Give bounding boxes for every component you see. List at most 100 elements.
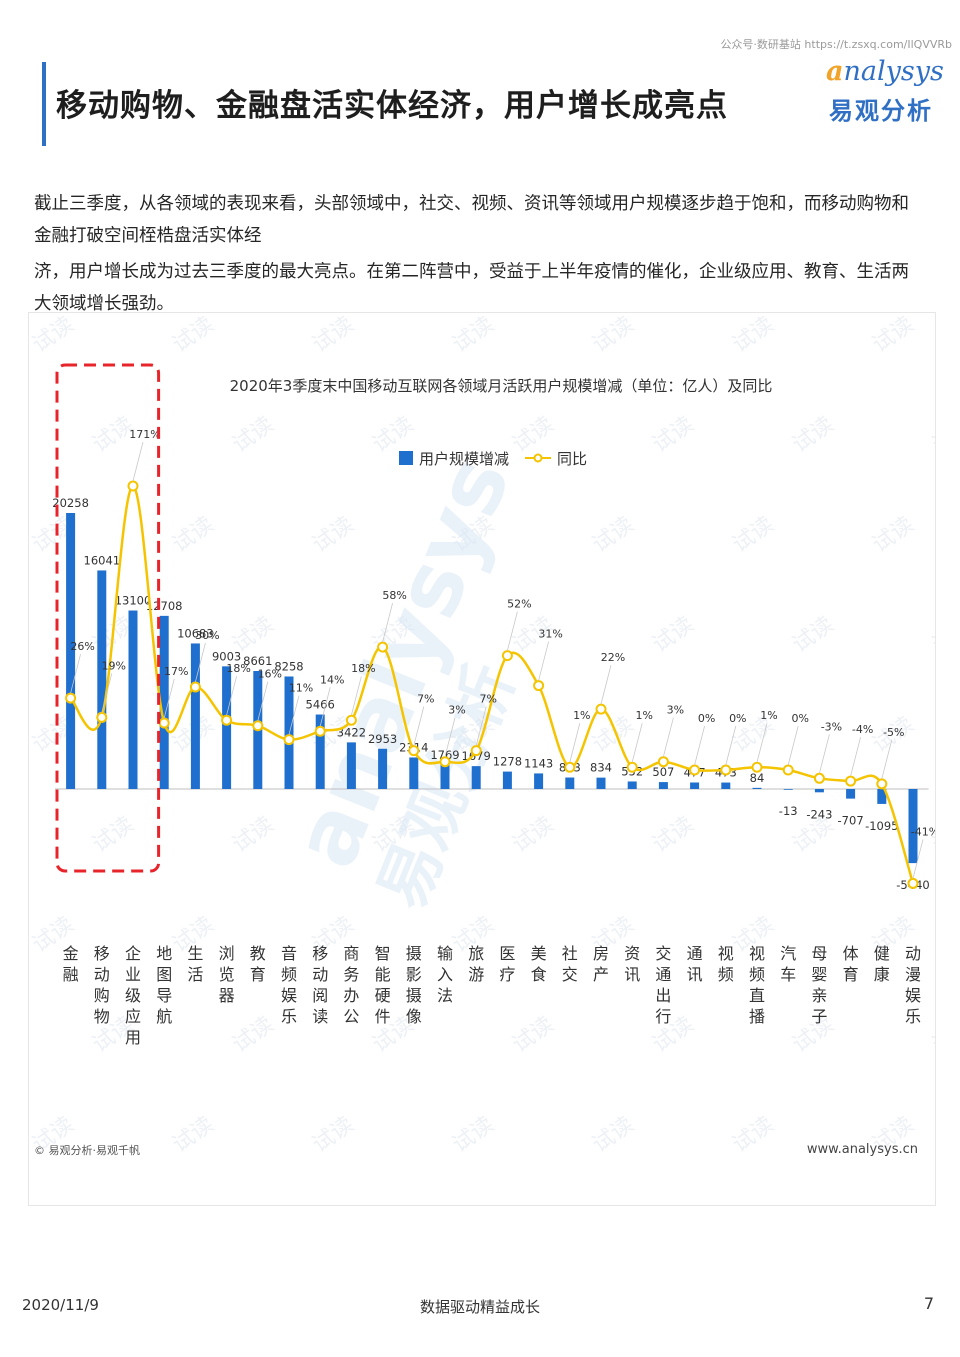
yoy-leader [756, 723, 768, 763]
category-label-char: 医 [499, 944, 515, 963]
category-label-char: 直 [749, 986, 765, 1005]
category-label-char: 影 [406, 965, 422, 984]
bar [658, 782, 668, 789]
watermark-tile: 试读 [648, 412, 698, 458]
category-label-char: 食 [531, 965, 547, 984]
yoy-leader [912, 839, 924, 879]
category-label-char: 交 [562, 965, 578, 984]
website-link[interactable]: www.analysys.cn [806, 1142, 918, 1157]
yoy-label: 31% [538, 628, 562, 641]
bar-value-label: 16041 [84, 553, 121, 567]
yoy-label: 16% [258, 668, 282, 681]
highlight-box [55, 363, 161, 873]
yoy-point [626, 761, 638, 773]
yoy-label: 22% [601, 651, 625, 664]
category-label-char: 通 [655, 965, 671, 984]
category-label-char: 资 [624, 944, 640, 963]
bar [502, 771, 512, 789]
yoy-leader [351, 676, 362, 716]
bar [222, 666, 232, 789]
category-label-char: 读 [312, 1007, 328, 1026]
category-label-char: 通 [687, 944, 703, 963]
bar [97, 570, 107, 789]
category-label-char: 金 [63, 944, 79, 963]
watermark-tile: 试读 [228, 412, 278, 458]
category-label-char: 汽 [780, 944, 796, 963]
yoy-label: 0% [791, 712, 808, 725]
bar-value-label: 12708 [146, 599, 183, 613]
watermark-tile: 试读 [648, 612, 698, 658]
yoy-leader [288, 695, 300, 735]
yoy-point [470, 745, 482, 757]
category-label-char: 能 [375, 965, 391, 984]
bar [908, 789, 918, 864]
category-label-char: 康 [874, 965, 890, 984]
yoy-leader [319, 687, 331, 727]
yoy-point [501, 650, 513, 662]
category-label-char: 视 [718, 944, 734, 963]
category-label-char: 交 [655, 944, 671, 963]
bar [315, 714, 325, 789]
watermark-tile: 试读 [308, 512, 358, 558]
bar [627, 781, 637, 789]
category-label-char: 体 [843, 944, 859, 963]
bar [596, 777, 606, 789]
category-label-char: 图 [156, 965, 172, 984]
category-label-char: 智 [375, 944, 391, 963]
yoy-point [408, 745, 420, 757]
yoy-leader [257, 681, 269, 721]
yoy-point [189, 681, 201, 693]
category-label-char: 视 [749, 944, 765, 963]
yoy-leader [569, 723, 581, 763]
chart-panel: 试读 试读 试读 试读 试读 试读 试读 试读 试读 试读 试读 试读 试读 试读 试读 试读 试读 试读 试读 试读… [28, 312, 936, 1206]
yoy-leader [382, 602, 393, 643]
category-label-char: 应 [125, 1007, 141, 1026]
yoy-point [657, 756, 669, 768]
category-label-char: 办 [343, 986, 359, 1005]
category-label-char: 购 [94, 986, 110, 1005]
yoy-label: -5% [883, 726, 904, 739]
yoy-point [845, 775, 857, 787]
bar [440, 764, 450, 789]
yoy-label: 3% [667, 704, 684, 717]
yoy-leader [819, 734, 830, 774]
bar [783, 789, 793, 790]
yoy-label: 0% [729, 712, 746, 725]
watermark-tile: 试读 [728, 313, 778, 358]
watermark-tile: 试读 [508, 1012, 558, 1058]
watermark-tile: 试读 [88, 812, 138, 858]
yoy-label: 11% [289, 682, 313, 695]
watermark-tile: 试读 [728, 1112, 778, 1158]
yoy-point [813, 772, 825, 784]
bar-value-label: -243 [806, 807, 832, 821]
bar [814, 789, 824, 793]
bar [752, 787, 762, 789]
category-label-char: 器 [219, 986, 235, 1005]
watermark-tile: 试读 [168, 313, 218, 358]
yoy-label: 30% [195, 629, 219, 642]
yoy-label: -3% [821, 720, 842, 733]
category-label-char: 游 [468, 965, 484, 984]
category-label-char: 法 [437, 986, 453, 1005]
footer-date: 2020/11/9 [22, 1296, 99, 1314]
yoy-leader [881, 739, 893, 779]
category-label-char: 活 [187, 965, 203, 984]
bar [346, 742, 356, 789]
page-number: 7 [923, 1294, 934, 1313]
bar-value-label: 1278 [493, 755, 522, 769]
yoy-leader [413, 706, 425, 746]
yoy-point [252, 720, 264, 732]
category-label-char: 浏 [219, 944, 235, 963]
bar [690, 782, 700, 789]
category-label-char: 健 [874, 944, 890, 963]
watermark-tile: 试读 [788, 412, 838, 458]
watermark-tile: 试读 [308, 313, 358, 358]
category-label-char: 硬 [375, 986, 391, 1005]
category-label-char: 播 [749, 1007, 765, 1026]
category-label-char: 航 [156, 1007, 172, 1026]
yoy-leader [132, 441, 144, 482]
category-label-char: 移 [94, 944, 110, 963]
yoy-point [158, 717, 170, 729]
category-label-char: 输 [437, 944, 453, 963]
yoy-point [314, 725, 326, 737]
